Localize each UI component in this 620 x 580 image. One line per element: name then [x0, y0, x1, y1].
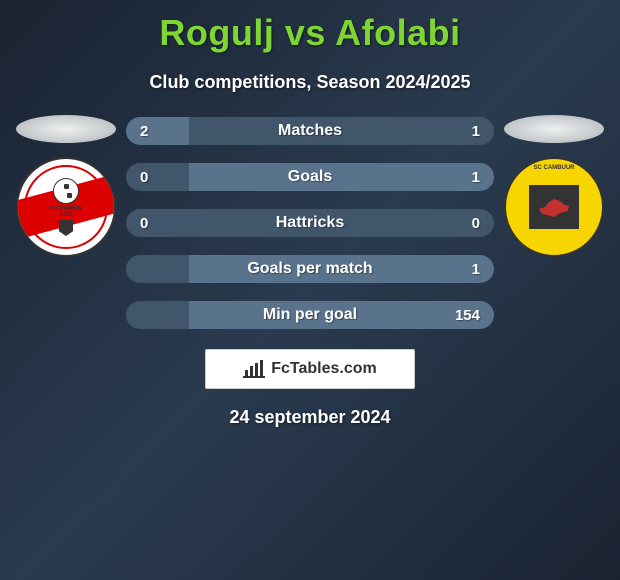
stat-bar: 0 Goals 1	[126, 163, 494, 191]
attribution-badge[interactable]: FcTables.com	[205, 349, 415, 389]
right-team-logo: SC CAMBUUR	[504, 157, 604, 257]
stat-bar: 0 Hattricks 0	[126, 209, 494, 237]
stat-value-right: 1	[472, 169, 480, 186]
emmen-inner: FC EMMEN 1925	[24, 165, 108, 249]
comparison-panel: FC EMMEN 1925 2 Matches 1 0 Goals 1	[0, 113, 620, 329]
right-side: SC CAMBUUR	[494, 113, 614, 329]
stat-bar: Goals per match 1	[126, 255, 494, 283]
left-team-logo: FC EMMEN 1925	[16, 157, 116, 257]
stat-label: Goals per match	[126, 260, 494, 278]
stat-bar: 2 Matches 1	[126, 117, 494, 145]
attribution-text: FcTables.com	[271, 360, 377, 378]
stat-label: Matches	[126, 122, 494, 140]
stat-value-right: 154	[455, 307, 480, 324]
date-label: 24 september 2024	[0, 407, 620, 428]
stat-bars: 2 Matches 1 0 Goals 1 0 Hattricks 0	[126, 113, 494, 329]
stat-value-right: 1	[472, 261, 480, 278]
left-side: FC EMMEN 1925	[6, 113, 126, 329]
left-platform	[16, 115, 116, 143]
right-platform	[504, 115, 604, 143]
cambuur-inner	[529, 185, 579, 229]
chart-icon	[243, 360, 265, 378]
emmen-shield-icon	[59, 220, 73, 236]
stat-label: Min per goal	[126, 306, 494, 324]
stat-label: Hattricks	[126, 214, 494, 232]
page-title: Rogulj vs Afolabi	[0, 0, 620, 54]
cambuur-text: SC CAMBUUR	[506, 165, 602, 171]
stat-label: Goals	[126, 168, 494, 186]
stat-bar: Min per goal 154	[126, 301, 494, 329]
stat-value-right: 1	[472, 123, 480, 140]
stat-value-right: 0	[472, 215, 480, 232]
lion-icon	[539, 197, 569, 217]
soccer-ball-icon	[53, 178, 79, 204]
emmen-year: 1925	[59, 212, 72, 218]
subtitle: Club competitions, Season 2024/2025	[0, 72, 620, 93]
